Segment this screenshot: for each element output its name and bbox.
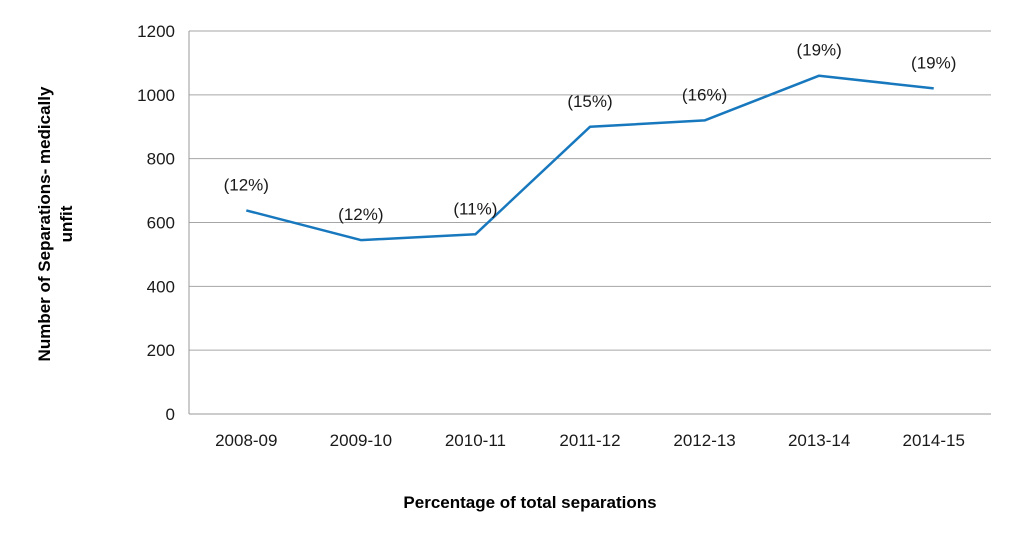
y-tick-label: 800 [147, 150, 175, 169]
data-labels: (12%) (12%) (11%) (15%) (16%) (19%) (19%) [224, 41, 957, 224]
data-label: (15%) [567, 92, 612, 111]
data-label: (12%) [224, 175, 269, 194]
x-tick-label: 2013-14 [788, 431, 850, 450]
x-tick-label: 2014-15 [903, 431, 965, 450]
x-tick-label: 2011-12 [559, 431, 620, 450]
y-tick-label: 0 [166, 405, 175, 424]
y-tick-label: 600 [147, 214, 175, 233]
gridlines [188, 30, 991, 415]
x-tick-label: 2010-11 [445, 431, 506, 450]
y-tick-label: 1200 [137, 22, 175, 41]
y-tick-label: 1000 [137, 86, 175, 105]
x-tick-label: 2009-10 [330, 431, 392, 450]
data-label: (19%) [911, 53, 956, 72]
y-tick-label: 400 [147, 277, 175, 296]
x-axis-ticks: 2008-09 2009-10 2010-11 2011-12 2012-13 2013-… [215, 431, 965, 450]
x-tick-label: 2008-09 [215, 431, 277, 450]
data-label: (19%) [796, 41, 841, 60]
data-label: (12%) [338, 205, 383, 224]
x-tick-label: 2012-13 [673, 431, 735, 450]
y-axis-title: Number of Separations- medically [35, 86, 54, 361]
y-axis-title-line2: unfit [57, 205, 76, 242]
data-label: (16%) [682, 85, 727, 104]
y-axis-ticks: 0 200 400 600 800 1000 1200 [137, 22, 175, 424]
y-tick-label: 200 [147, 341, 175, 360]
series-group [245, 74, 934, 242]
x-axis-title: Percentage of total separations [403, 493, 656, 512]
data-label: (11%) [453, 199, 497, 218]
